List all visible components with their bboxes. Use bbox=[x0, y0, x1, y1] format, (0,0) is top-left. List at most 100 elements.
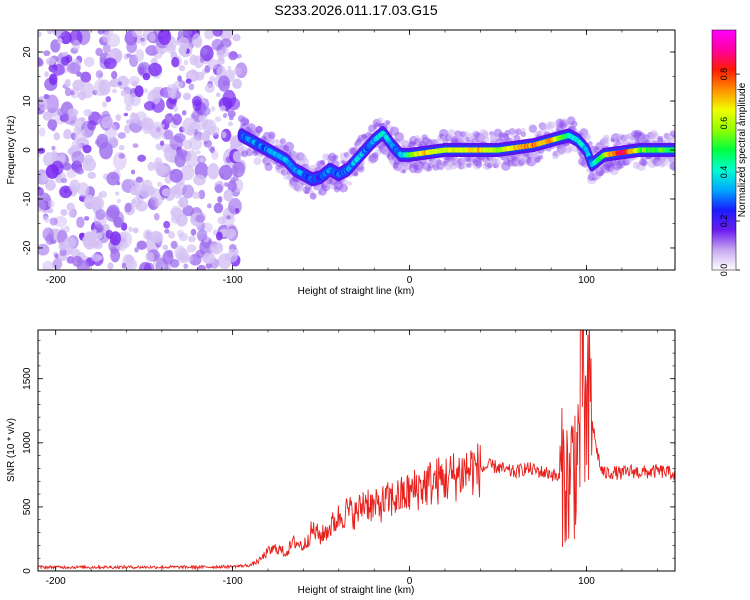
noise-speckle bbox=[50, 150, 59, 160]
noise-speckle bbox=[83, 109, 93, 117]
noise-speckle bbox=[184, 149, 198, 168]
spectrogram-noise bbox=[38, 30, 248, 270]
noise-speckle bbox=[43, 50, 51, 57]
noise-speckle bbox=[126, 40, 138, 54]
noise-speckle bbox=[207, 162, 220, 180]
noise-speckle bbox=[170, 205, 182, 221]
noise-speckle bbox=[188, 136, 203, 151]
noise-speckle bbox=[176, 229, 184, 238]
noise-speckle bbox=[102, 43, 111, 54]
snr-x-tick-label: -200 bbox=[46, 576, 66, 587]
snr-x-axis: -200 -100 0 100 bbox=[46, 330, 658, 587]
noise-speckle bbox=[64, 87, 72, 97]
noise-speckle bbox=[76, 260, 90, 270]
ridge-halo bbox=[483, 136, 490, 143]
colorbar-gradient bbox=[711, 29, 737, 271]
noise-speckle bbox=[115, 114, 122, 122]
noise-speckle bbox=[137, 64, 148, 75]
ridge-halo bbox=[284, 141, 295, 152]
snr-y-axis: 0 500 1000 1500 bbox=[22, 339, 675, 574]
ridge-halo bbox=[652, 132, 659, 140]
ridge-halo bbox=[558, 148, 565, 156]
colorbar-tick-label: 0.4 bbox=[719, 166, 729, 179]
noise-speckle bbox=[118, 144, 125, 151]
noise-speckle bbox=[179, 45, 187, 55]
noise-speckle bbox=[126, 119, 132, 125]
noise-speckle bbox=[203, 139, 213, 148]
noise-speckle bbox=[124, 202, 132, 213]
noise-speckle bbox=[116, 75, 130, 90]
colorbar-tick-label: 0.6 bbox=[719, 117, 729, 130]
noise-speckle bbox=[67, 62, 81, 75]
noise-speckle bbox=[210, 105, 216, 112]
noise-speckle bbox=[63, 128, 72, 140]
noise-speckle bbox=[163, 220, 171, 229]
noise-speckle bbox=[80, 71, 92, 83]
noise-speckle bbox=[53, 215, 68, 228]
noise-speckle bbox=[148, 62, 162, 77]
ridge-halo bbox=[520, 131, 527, 138]
noise-speckle bbox=[45, 179, 56, 191]
ridge-halo bbox=[385, 120, 391, 126]
ridge-halo bbox=[566, 146, 573, 153]
noise-speckle bbox=[57, 37, 63, 45]
spectrogram-ridge bbox=[237, 115, 675, 200]
noise-speckle bbox=[121, 262, 127, 269]
noise-speckle bbox=[215, 92, 221, 98]
ridge-halo bbox=[641, 159, 648, 167]
noise-speckle bbox=[147, 161, 155, 172]
noise-speckle bbox=[199, 157, 205, 163]
spectrogram-x-tick-label: 0 bbox=[407, 275, 413, 286]
noise-speckle bbox=[211, 38, 224, 51]
noise-speckle bbox=[116, 198, 122, 204]
noise-speckle bbox=[175, 39, 180, 45]
noise-speckle bbox=[201, 106, 211, 116]
noise-speckle bbox=[47, 199, 55, 208]
ridge-halo bbox=[475, 161, 483, 168]
noise-speckle bbox=[124, 124, 131, 134]
noise-speckle bbox=[135, 49, 145, 62]
noise-speckle bbox=[196, 229, 208, 242]
noise-speckle bbox=[130, 199, 137, 205]
noise-speckle bbox=[174, 190, 182, 199]
noise-speckle bbox=[224, 182, 229, 187]
noise-speckle bbox=[216, 57, 225, 65]
ridge-halo bbox=[268, 131, 276, 139]
snr-y-tick-label: 500 bbox=[22, 498, 33, 515]
noise-speckle bbox=[168, 231, 175, 239]
noise-speckle bbox=[124, 258, 138, 270]
noise-speckle bbox=[129, 179, 135, 187]
noise-speckle bbox=[131, 80, 138, 88]
noise-speckle bbox=[97, 192, 103, 198]
noise-speckle bbox=[164, 113, 174, 124]
noise-speckle bbox=[214, 116, 222, 122]
noise-speckle bbox=[106, 204, 120, 219]
noise-speckle bbox=[169, 168, 183, 183]
noise-speckle bbox=[117, 132, 126, 139]
spectrogram-x-label: Height of straight line (km) bbox=[298, 286, 415, 297]
noise-speckle bbox=[105, 96, 112, 103]
noise-speckle bbox=[218, 164, 233, 181]
noise-speckle bbox=[94, 232, 103, 240]
snr-y-label: SNR (10 * v/v) bbox=[6, 418, 17, 482]
noise-speckle bbox=[71, 150, 85, 165]
noise-speckle bbox=[161, 188, 172, 197]
noise-speckle bbox=[84, 216, 90, 221]
noise-speckle bbox=[132, 143, 139, 148]
noise-speckle bbox=[217, 216, 226, 225]
noise-speckle bbox=[134, 85, 144, 98]
noise-speckle bbox=[183, 59, 189, 66]
noise-speckle bbox=[132, 227, 139, 234]
noise-speckle bbox=[199, 56, 205, 63]
noise-speckle bbox=[181, 110, 187, 116]
noise-speckle bbox=[126, 53, 132, 58]
noise-speckle bbox=[60, 208, 68, 216]
noise-speckle bbox=[134, 247, 139, 253]
noise-speckle bbox=[163, 129, 174, 140]
noise-speckle bbox=[182, 92, 192, 101]
noise-speckle bbox=[49, 217, 58, 226]
noise-speckle bbox=[45, 94, 59, 114]
noise-speckle bbox=[155, 257, 169, 270]
noise-speckle bbox=[45, 164, 59, 179]
noise-speckle bbox=[72, 39, 81, 51]
